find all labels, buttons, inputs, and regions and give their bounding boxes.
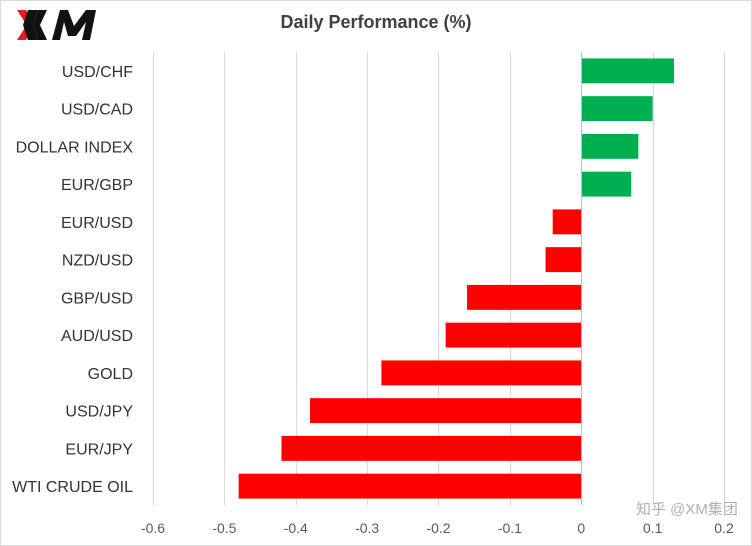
category-label: EUR/GBP (61, 177, 133, 194)
xm-logo (17, 10, 96, 40)
watermark: 知乎 @XM集团 (636, 501, 738, 518)
bar-wti-crude-oil (238, 473, 582, 499)
bar-aud-usd (445, 322, 582, 348)
category-label: USD/CAD (61, 102, 133, 119)
category-label: GBP/USD (61, 290, 133, 307)
bar-eur-usd (552, 209, 582, 235)
bar-nzd-usd (545, 247, 582, 273)
category-label: AUD/USD (61, 328, 133, 345)
x-tick-label: -0.1 (498, 520, 522, 536)
x-tick-label: -0.5 (212, 520, 236, 536)
category-label: GOLD (88, 366, 133, 383)
x-tick-label: 0.1 (643, 520, 663, 536)
category-label: DOLLAR INDEX (16, 139, 134, 156)
bar-gbp-usd (467, 284, 582, 310)
category-label: USD/CHF (62, 64, 133, 81)
bar-usd-cad (581, 96, 653, 122)
x-tick-label: 0 (577, 520, 585, 536)
category-label: EUR/USD (61, 215, 133, 232)
chart-title: Daily Performance (%) (280, 12, 472, 32)
x-tick-label: -0.3 (355, 520, 379, 536)
category-label: EUR/JPY (65, 441, 133, 458)
bar-eur-jpy (281, 435, 582, 461)
x-tick-label: -0.2 (426, 520, 450, 536)
bar-usd-chf (581, 58, 675, 84)
bar-usd-jpy (310, 398, 582, 424)
bar-dollar-index (581, 133, 639, 159)
bar-eur-gbp (581, 171, 632, 197)
category-label: NZD/USD (62, 253, 133, 270)
x-tick-label: -0.6 (141, 520, 165, 536)
x-tick-label: -0.4 (284, 520, 308, 536)
category-label: USD/JPY (65, 404, 133, 421)
category-label: WTI CRUDE OIL (12, 479, 133, 496)
bar-gold (381, 360, 582, 386)
x-tick-label: 0.2 (714, 520, 734, 536)
